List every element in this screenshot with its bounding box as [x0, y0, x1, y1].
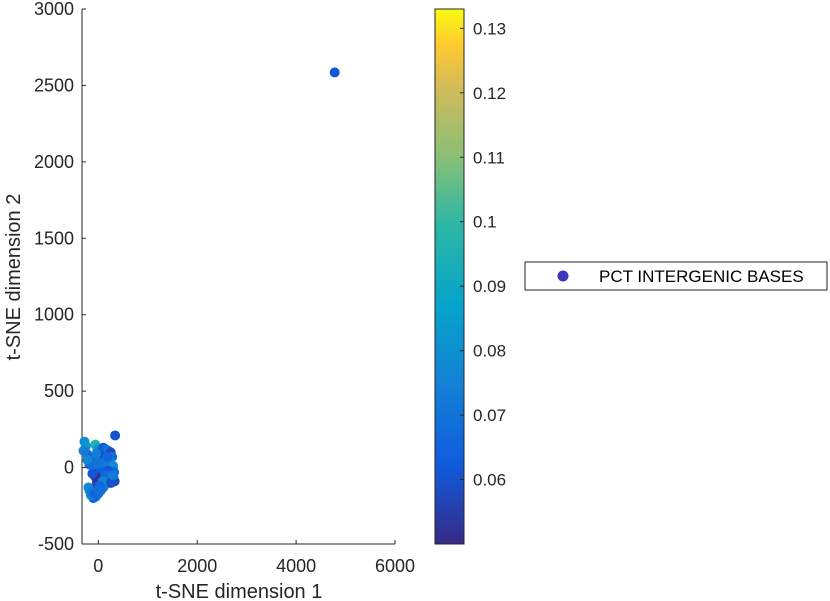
- colorbar-tick-label: 0.09: [473, 277, 506, 296]
- data-point: [106, 477, 117, 488]
- colorbar-tick-label: 0.07: [473, 406, 506, 425]
- y-tick-label: 1000: [34, 305, 74, 325]
- x-tick-label: 0: [93, 556, 103, 576]
- colorbar-tick-label: 0.1: [473, 213, 497, 232]
- y-tick-label: 2000: [34, 152, 74, 172]
- colorbar-ticks: 0.06 0.07 0.08 0.09 0.1 0.11 0.12 0.13: [460, 19, 506, 490]
- colorbar-tick-label: 0.08: [473, 342, 506, 361]
- y-tick-label: -500: [38, 534, 74, 554]
- y-axis-label: t-SNE dimension 2: [3, 194, 25, 361]
- legend-marker: [557, 270, 569, 282]
- data-point: [108, 470, 119, 481]
- y-tick-label: 1500: [34, 228, 74, 248]
- data-point: [102, 451, 113, 462]
- x-tick-label: 4000: [276, 556, 316, 576]
- data-point: [82, 454, 93, 465]
- data-point: [329, 67, 340, 78]
- y-tick-label: 500: [44, 381, 74, 401]
- x-tick-label: 6000: [375, 556, 415, 576]
- legend: PCT INTERGENIC BASES: [524, 261, 828, 291]
- x-axis-label: t-SNE dimension 1: [156, 581, 323, 601]
- data-point: [93, 485, 104, 496]
- x-axis-ticks: 0 2000 4000 6000: [93, 540, 415, 576]
- y-tick-label: 0: [64, 458, 74, 478]
- y-tick-label: 3000: [34, 0, 74, 19]
- x-tick-label: 2000: [177, 556, 217, 576]
- data-point: [91, 448, 102, 459]
- axes-frame: [81, 9, 395, 545]
- legend-box: [524, 261, 828, 291]
- y-axis-ticks: -500 0 500 1000 1500 2000 2500 3000: [34, 0, 86, 554]
- data-point: [87, 468, 98, 479]
- colorbar-tick-label: 0.12: [473, 84, 506, 103]
- data-point: [110, 430, 121, 441]
- colorbar-tick-label: 0.13: [473, 19, 506, 38]
- data-point: [92, 457, 103, 468]
- colorbar: [434, 8, 465, 545]
- colorbar-tick-label: 0.11: [473, 148, 505, 167]
- legend-entry-label: PCT INTERGENIC BASES: [599, 267, 804, 286]
- y-tick-label: 2500: [34, 75, 74, 95]
- colorbar-tick-label: 0.06: [473, 471, 506, 490]
- scatter-points: [78, 67, 340, 504]
